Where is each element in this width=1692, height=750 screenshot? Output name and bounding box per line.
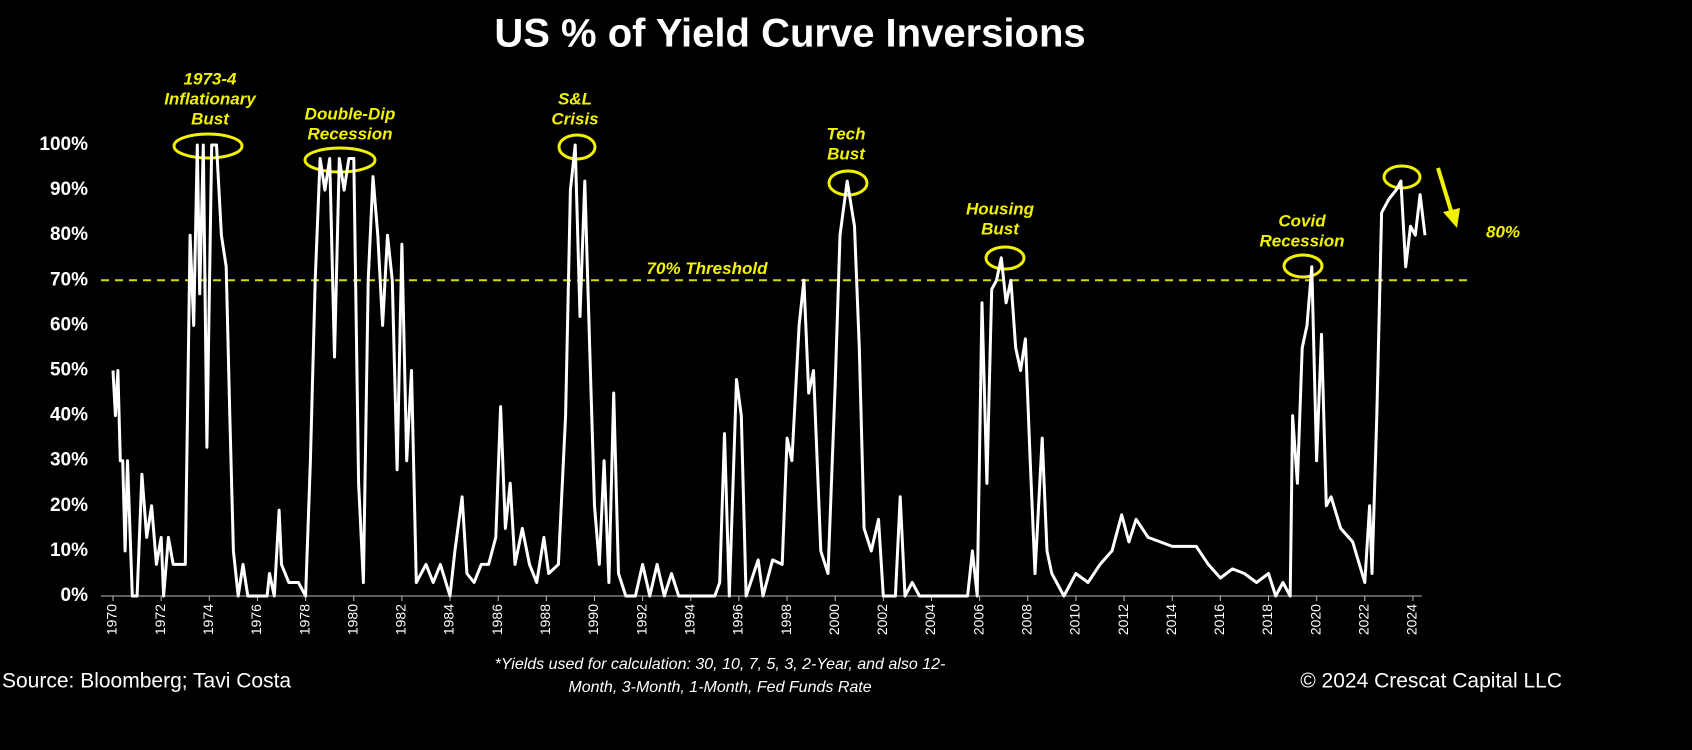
x-tick-label: 1990 xyxy=(585,604,601,635)
annotation: Bust xyxy=(191,109,230,128)
arrow xyxy=(1436,167,1454,215)
x-tick-label: 1996 xyxy=(730,604,746,635)
x-tick-label: 2004 xyxy=(922,604,938,635)
x-tick-label: 2020 xyxy=(1307,604,1323,635)
annotation: Recession xyxy=(307,124,392,143)
x-tick-label: 1986 xyxy=(489,604,505,635)
annotation: Housing xyxy=(966,199,1035,218)
x-tick-label: 1982 xyxy=(393,604,409,635)
source: Source: Bloomberg; Tavi Costa xyxy=(2,670,291,693)
annotation: 80% xyxy=(1486,222,1520,241)
x-tick-label: 2000 xyxy=(826,604,842,635)
x-tick-label: 1976 xyxy=(248,604,264,635)
highlight-circle xyxy=(984,245,1026,271)
y-tick-label: 10% xyxy=(50,540,88,561)
highlight-circle xyxy=(1282,253,1324,279)
x-tick-label: 2022 xyxy=(1355,604,1371,635)
x-tick-label: 1980 xyxy=(344,604,360,635)
copyright: © 2024 Crescat Capital LLC xyxy=(1300,670,1562,693)
series-line xyxy=(111,143,1427,598)
x-tick-label: 1978 xyxy=(296,604,312,635)
y-tick-label: 40% xyxy=(50,405,88,426)
x-tick-label: 2006 xyxy=(970,604,986,635)
x-tick-label: 2010 xyxy=(1067,604,1083,635)
y-tick-label: 80% xyxy=(50,224,88,245)
annotation: Covid xyxy=(1278,211,1326,230)
annotations: 1973-4 Inflationary Bust Double-Dip Rece… xyxy=(164,69,1520,279)
annotation: Tech xyxy=(826,124,865,143)
x-tick-label: 1994 xyxy=(681,604,697,635)
x-tick-label: 1984 xyxy=(441,604,457,635)
annotation: Recession xyxy=(1259,231,1344,250)
x-tick-label: 2024 xyxy=(1404,604,1420,635)
y-tick-label: 50% xyxy=(50,360,88,381)
threshold-label: 70% Threshold xyxy=(647,259,769,278)
y-tick-label: 90% xyxy=(50,179,88,200)
annotation: Double-Dip xyxy=(305,104,396,123)
annotation: Inflationary xyxy=(164,89,257,108)
footnote: *Yields used for calculation: 30, 10, 7,… xyxy=(495,656,946,673)
y-tick-label: 30% xyxy=(50,450,88,471)
annotation: Bust xyxy=(827,144,866,163)
x-tick-label: 2016 xyxy=(1211,604,1227,635)
chart-title: US % of Yield Curve Inversions xyxy=(494,12,1085,56)
y-tick-label: 100% xyxy=(39,134,88,155)
x-tick-label: 1992 xyxy=(633,604,649,635)
y-tick-label: 0% xyxy=(61,585,89,606)
highlight-circle xyxy=(557,133,597,161)
x-tick-label: 1970 xyxy=(104,604,120,635)
y-tick-label: 60% xyxy=(50,314,88,335)
x-tick-label: 2014 xyxy=(1163,604,1179,635)
annotation: 1973-4 xyxy=(184,69,237,88)
arrow-head xyxy=(1443,208,1460,228)
annotation: Crisis xyxy=(551,109,598,128)
x-tick-label: 2012 xyxy=(1115,604,1131,635)
x-tick-label: 1972 xyxy=(152,604,168,635)
x-tick-label: 2018 xyxy=(1259,604,1275,635)
y-tick-label: 70% xyxy=(50,269,88,290)
annotation: S&L xyxy=(558,89,592,108)
x-tick-label: 2008 xyxy=(1018,604,1034,635)
highlight-circle xyxy=(172,132,244,160)
footnote: Month, 3-Month, 1-Month, Fed Funds Rate xyxy=(568,679,871,696)
x-tick-label: 1988 xyxy=(537,604,553,635)
x-tick-label: 1998 xyxy=(778,604,794,635)
annotation: Bust xyxy=(981,219,1020,238)
x-tick-label: 2002 xyxy=(874,604,890,635)
y-tick-label: 20% xyxy=(50,495,88,516)
x-tick-label: 1974 xyxy=(200,604,216,635)
